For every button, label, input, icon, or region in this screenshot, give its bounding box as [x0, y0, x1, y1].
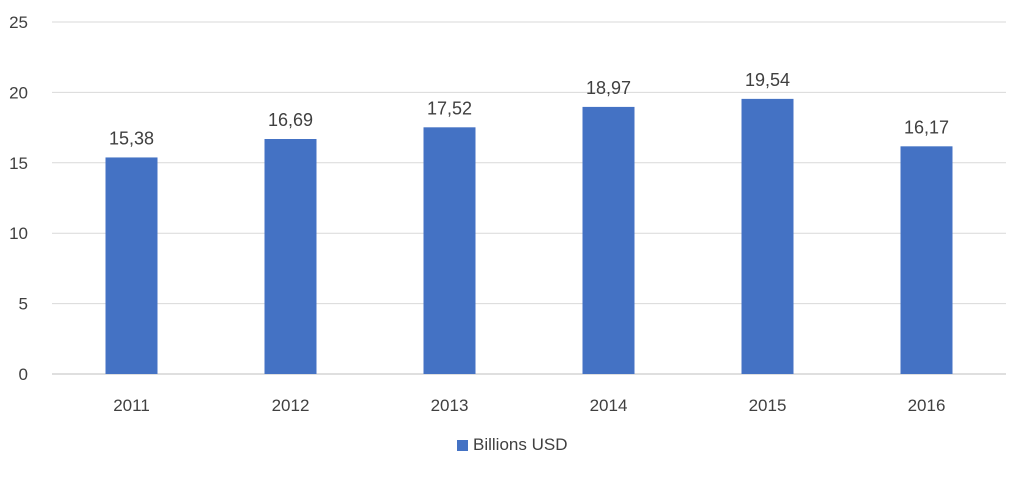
bar: [900, 146, 953, 374]
bar: [423, 127, 476, 375]
y-tick-label: 5: [19, 295, 28, 314]
x-tick-label: 2015: [749, 396, 787, 415]
legend-label: Billions USD: [473, 435, 567, 454]
data-label: 16,69: [268, 110, 313, 130]
x-tick-label: 2011: [113, 396, 150, 415]
bar: [582, 106, 635, 374]
gridlines: [52, 21, 1006, 375]
x-tick-label: 2014: [590, 396, 628, 415]
y-tick-label: 20: [9, 83, 28, 102]
y-axis: 0 5 10 15 20 25: [9, 13, 28, 384]
x-tick-label: 2012: [272, 396, 310, 415]
data-label: 19,54: [745, 70, 790, 90]
data-label: 18,97: [586, 78, 631, 98]
data-label: 16,17: [904, 117, 949, 137]
y-tick-label: 10: [9, 224, 28, 243]
bar: [741, 98, 794, 374]
data-label: 15,38: [109, 128, 154, 148]
bar: [105, 157, 158, 374]
legend[interactable]: Billions USD: [457, 435, 567, 454]
x-tick-label: 2016: [908, 396, 946, 415]
bars: [105, 98, 953, 375]
x-axis: 2011 2012 2013 2014 2015 2016: [113, 396, 945, 415]
bar: [264, 139, 317, 374]
x-tick-label: 2013: [431, 396, 469, 415]
y-tick-label: 25: [9, 13, 28, 32]
y-tick-label: 0: [19, 365, 28, 384]
data-labels: 15,38 16,69 17,52 18,97 19,54 16,17: [109, 70, 949, 149]
data-label: 17,52: [427, 98, 472, 118]
legend-swatch: [457, 440, 468, 451]
y-tick-label: 15: [9, 154, 28, 173]
